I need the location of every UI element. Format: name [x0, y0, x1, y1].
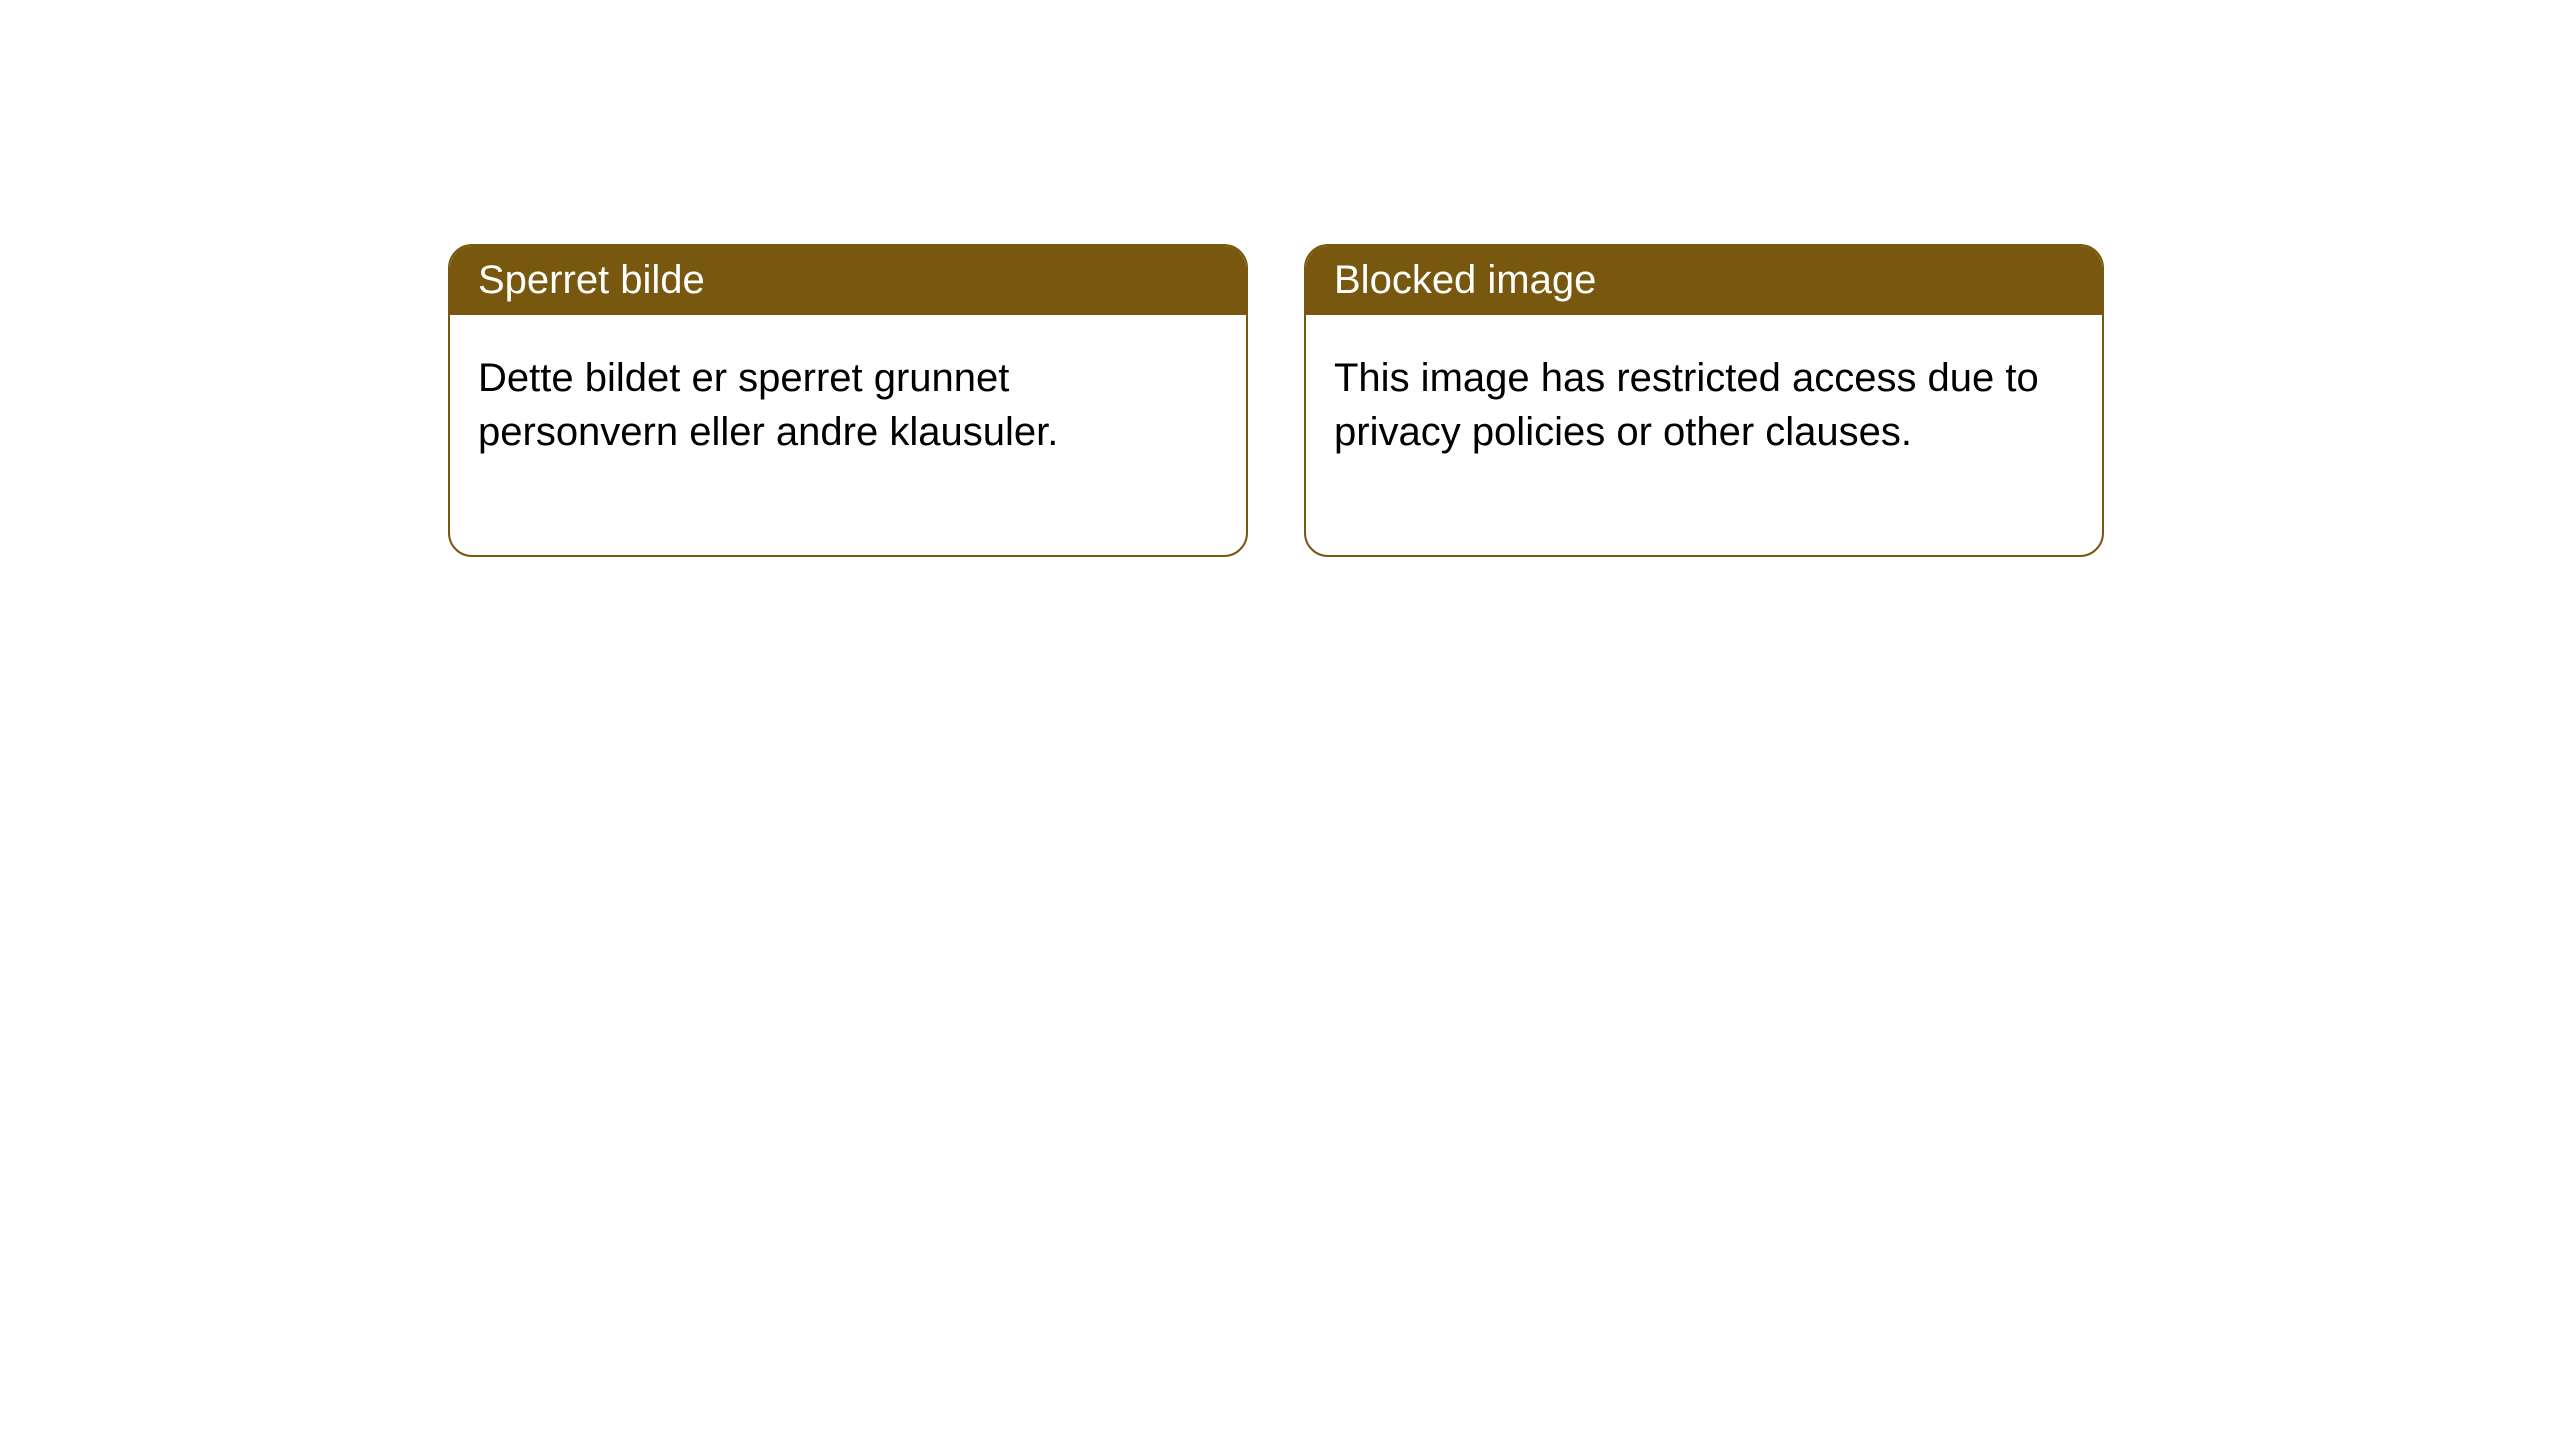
card-body: This image has restricted access due to … [1306, 315, 2102, 555]
notice-container: Sperret bilde Dette bildet er sperret gr… [0, 0, 2560, 557]
notice-card-norwegian: Sperret bilde Dette bildet er sperret gr… [448, 244, 1248, 557]
card-body-text: Dette bildet er sperret grunnet personve… [478, 356, 1058, 454]
card-title: Sperret bilde [478, 258, 705, 302]
card-header: Sperret bilde [450, 246, 1246, 315]
card-body: Dette bildet er sperret grunnet personve… [450, 315, 1246, 555]
card-header: Blocked image [1306, 246, 2102, 315]
card-body-text: This image has restricted access due to … [1334, 356, 2039, 454]
card-title: Blocked image [1334, 258, 1596, 302]
notice-card-english: Blocked image This image has restricted … [1304, 244, 2104, 557]
